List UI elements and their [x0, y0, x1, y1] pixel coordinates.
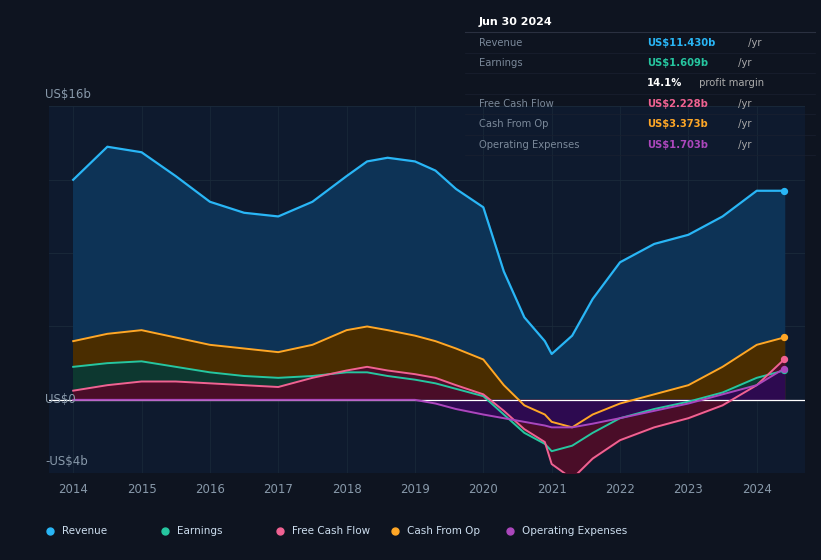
Point [777, 186, 791, 195]
Text: /yr: /yr [735, 140, 752, 150]
Text: /yr: /yr [735, 58, 752, 68]
Text: profit margin: profit margin [696, 78, 764, 88]
Text: Cash From Op: Cash From Op [479, 119, 548, 129]
Text: US$0: US$0 [45, 393, 76, 407]
Text: Jun 30 2024: Jun 30 2024 [479, 17, 553, 27]
Point [777, 333, 791, 342]
Text: Operating Expenses: Operating Expenses [479, 140, 580, 150]
Text: /yr: /yr [735, 99, 752, 109]
Text: 14.1%: 14.1% [647, 78, 682, 88]
Point [777, 364, 791, 373]
Text: Earnings: Earnings [479, 58, 523, 68]
Text: US$1.609b: US$1.609b [647, 58, 709, 68]
Text: Earnings: Earnings [177, 526, 222, 535]
Text: Free Cash Flow: Free Cash Flow [292, 526, 370, 535]
Text: Revenue: Revenue [62, 526, 107, 535]
Text: Operating Expenses: Operating Expenses [522, 526, 627, 535]
Text: Revenue: Revenue [479, 38, 522, 48]
Point [777, 355, 791, 364]
Text: -US$4b: -US$4b [45, 455, 88, 468]
Text: /yr: /yr [745, 38, 762, 48]
Text: Cash From Op: Cash From Op [407, 526, 479, 535]
Text: Free Cash Flow: Free Cash Flow [479, 99, 553, 109]
Text: US$16b: US$16b [45, 88, 91, 101]
Point [777, 366, 791, 375]
Text: /yr: /yr [735, 119, 752, 129]
Text: US$2.228b: US$2.228b [647, 99, 708, 109]
Text: US$1.703b: US$1.703b [647, 140, 708, 150]
Text: US$11.430b: US$11.430b [647, 38, 715, 48]
Text: US$3.373b: US$3.373b [647, 119, 708, 129]
